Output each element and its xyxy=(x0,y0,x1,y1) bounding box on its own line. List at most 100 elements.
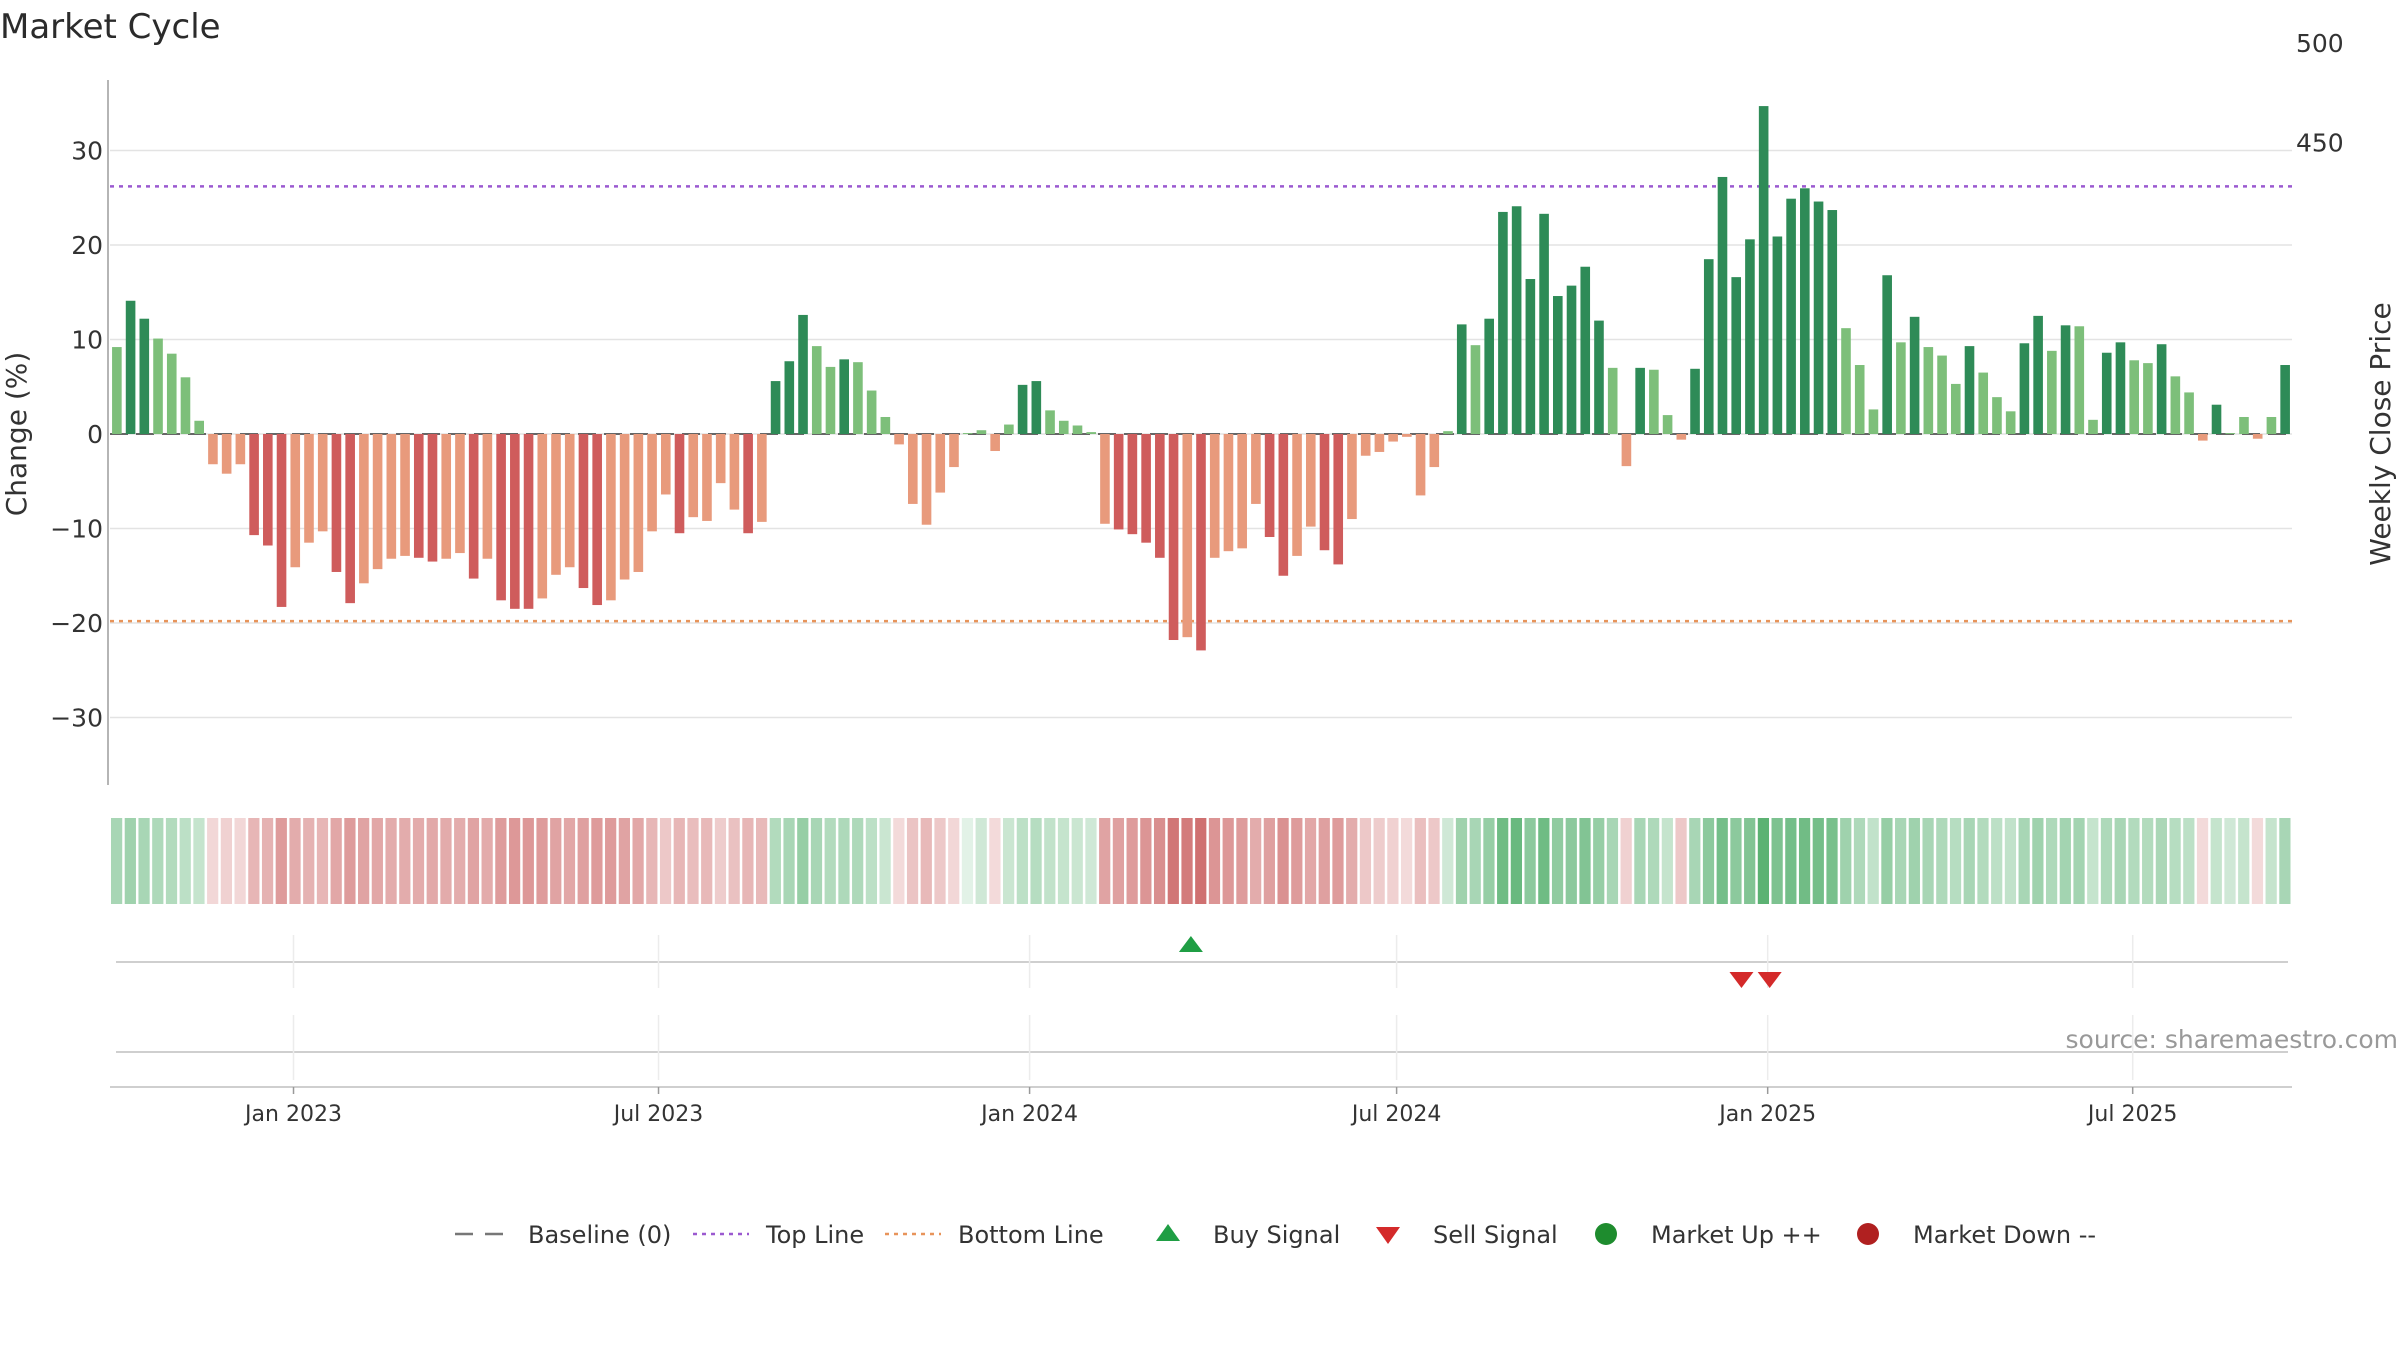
bar xyxy=(743,434,753,534)
band-cell xyxy=(2169,818,2181,904)
y2-axis-label: Weekly Close Price xyxy=(2364,302,2397,565)
legend-swatch xyxy=(1156,1224,1180,1241)
bar xyxy=(1690,368,1700,434)
bar xyxy=(647,434,657,532)
bar xyxy=(2211,404,2222,434)
bar xyxy=(2129,360,2139,434)
y2-tick-label: 450 xyxy=(2296,129,2344,158)
band-cell xyxy=(1428,818,1440,904)
band-cell xyxy=(2210,818,2222,904)
band-cell xyxy=(1840,818,1852,904)
y-ticks: 30 20 10 0 −10 −20 −30 xyxy=(50,137,103,733)
band-cell xyxy=(111,818,123,904)
bar xyxy=(1717,176,1728,434)
bar xyxy=(372,434,383,570)
bar xyxy=(1333,434,1344,565)
bar xyxy=(1772,236,1783,434)
band-cell xyxy=(591,818,603,904)
bar xyxy=(359,434,369,584)
bar xyxy=(1031,381,1042,434)
bar xyxy=(962,433,973,435)
legend-item: Baseline (0) xyxy=(455,1221,671,1249)
bar xyxy=(1196,434,1206,651)
band-cell xyxy=(2238,818,2250,904)
band-cell xyxy=(2087,818,2099,904)
band-cell xyxy=(2251,818,2264,904)
bar xyxy=(166,353,177,434)
bar xyxy=(317,434,328,532)
y-axis-label: Change (%) xyxy=(0,352,33,517)
band-cell xyxy=(138,818,150,904)
bar xyxy=(1964,346,1975,434)
band-cell xyxy=(1195,818,1207,904)
legend-label: Sell Signal xyxy=(1433,1221,1558,1249)
bar xyxy=(1882,275,1892,434)
band-cell xyxy=(1126,818,1138,904)
band-cell xyxy=(852,818,864,904)
bar xyxy=(263,434,273,546)
band-cell xyxy=(742,818,754,904)
band-cell xyxy=(1826,818,1838,904)
bar xyxy=(112,347,122,434)
bar xyxy=(1017,384,1028,434)
bar xyxy=(1415,434,1426,496)
x-tick-label: Jan 2025 xyxy=(1717,1102,1816,1127)
legend-label: Top Line xyxy=(765,1221,864,1249)
band-cell xyxy=(920,818,932,904)
bar xyxy=(770,381,781,434)
band-cell xyxy=(838,818,850,904)
bar xyxy=(2005,411,2016,434)
legend: Baseline (0) Top Line Bottom Line Buy Signa… xyxy=(455,1221,2096,1249)
band-cell xyxy=(248,818,260,904)
band-cell xyxy=(1757,818,1770,904)
bar xyxy=(2184,392,2194,434)
band-cell xyxy=(2004,818,2017,904)
bar xyxy=(1209,434,1220,558)
source-note: source: sharemaestro.com xyxy=(2066,1025,2399,1054)
bar xyxy=(221,434,232,474)
bar xyxy=(866,390,877,434)
band-cell xyxy=(893,818,905,904)
legend-label: Market Up ++ xyxy=(1651,1221,1822,1249)
band-cell xyxy=(1593,818,1605,904)
band-cell xyxy=(1730,818,1742,904)
bar xyxy=(564,434,575,568)
band-cell xyxy=(975,818,987,904)
bars xyxy=(110,106,2292,651)
bar xyxy=(482,434,493,559)
band-cell xyxy=(687,818,699,904)
band-cell xyxy=(1099,818,1111,904)
band-cell xyxy=(1414,818,1426,904)
band-cell xyxy=(2073,818,2085,904)
bar xyxy=(1237,434,1247,549)
y2-tick-label: 500 xyxy=(2296,29,2344,58)
sell-signal-marker xyxy=(1729,972,1754,988)
y-tick-label: −10 xyxy=(50,515,103,544)
band-cell xyxy=(1222,818,1234,904)
band-cell xyxy=(495,818,507,904)
bar xyxy=(1374,434,1385,452)
bar xyxy=(1319,434,1330,551)
bar xyxy=(1566,285,1577,434)
bar xyxy=(1072,425,1083,434)
band-cell xyxy=(316,818,329,904)
bar xyxy=(1264,434,1275,538)
bar xyxy=(633,434,644,572)
bar xyxy=(1443,431,1453,434)
band-cell xyxy=(605,818,617,904)
bar xyxy=(1113,434,1124,530)
bar xyxy=(1388,434,1398,442)
band-cell xyxy=(1648,818,1660,904)
bar xyxy=(702,434,712,521)
bar xyxy=(619,434,630,580)
bar xyxy=(208,434,218,465)
bar xyxy=(715,434,726,484)
band-cell xyxy=(1963,818,1975,904)
bar xyxy=(1127,434,1138,535)
band-cell xyxy=(2128,818,2140,904)
bar xyxy=(1292,434,1302,556)
bar xyxy=(1950,383,1961,434)
bar xyxy=(660,434,671,495)
bar xyxy=(125,300,136,434)
band-cell xyxy=(2196,818,2209,904)
